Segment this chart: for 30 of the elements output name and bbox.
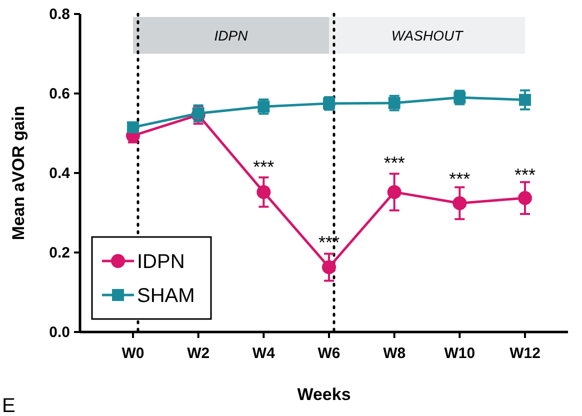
annotation: *** bbox=[253, 157, 274, 177]
y-tick-label: 0.6 bbox=[49, 86, 70, 102]
point bbox=[387, 185, 402, 200]
y-tick-label: 0.2 bbox=[49, 244, 70, 262]
band-label: IDPN bbox=[214, 27, 249, 44]
annotation: *** bbox=[384, 153, 405, 174]
band-label: WASHOUT bbox=[391, 27, 464, 44]
y-tick-label: 0.4 bbox=[49, 165, 71, 182]
x-tick-label: W12 bbox=[510, 345, 540, 362]
x-axis-title: Weeks bbox=[297, 385, 351, 404]
annotation: *** bbox=[449, 168, 470, 189]
point bbox=[256, 185, 271, 200]
y-tick-label: 0.8 bbox=[49, 6, 70, 23]
x-tick-label: W8 bbox=[383, 345, 406, 362]
text: E bbox=[2, 395, 16, 416]
x-tick-label: W0 bbox=[122, 345, 144, 362]
y-tick-label: 0.0 bbox=[49, 324, 70, 341]
x-tick-label: W4 bbox=[252, 345, 276, 362]
annotation: *** bbox=[514, 164, 536, 185]
x-tick-label: W6 bbox=[318, 345, 340, 362]
point bbox=[322, 260, 336, 274]
legend-label: IDPN bbox=[137, 251, 185, 273]
point bbox=[127, 121, 139, 134]
point bbox=[519, 94, 531, 106]
point bbox=[452, 196, 467, 210]
x-tick-label: W10 bbox=[444, 345, 476, 362]
x-tick-label: W2 bbox=[187, 345, 210, 362]
y-axis-title: Mean aVOR gain bbox=[9, 106, 28, 240]
legend-label: SHAM bbox=[137, 285, 195, 307]
point bbox=[518, 191, 532, 206]
